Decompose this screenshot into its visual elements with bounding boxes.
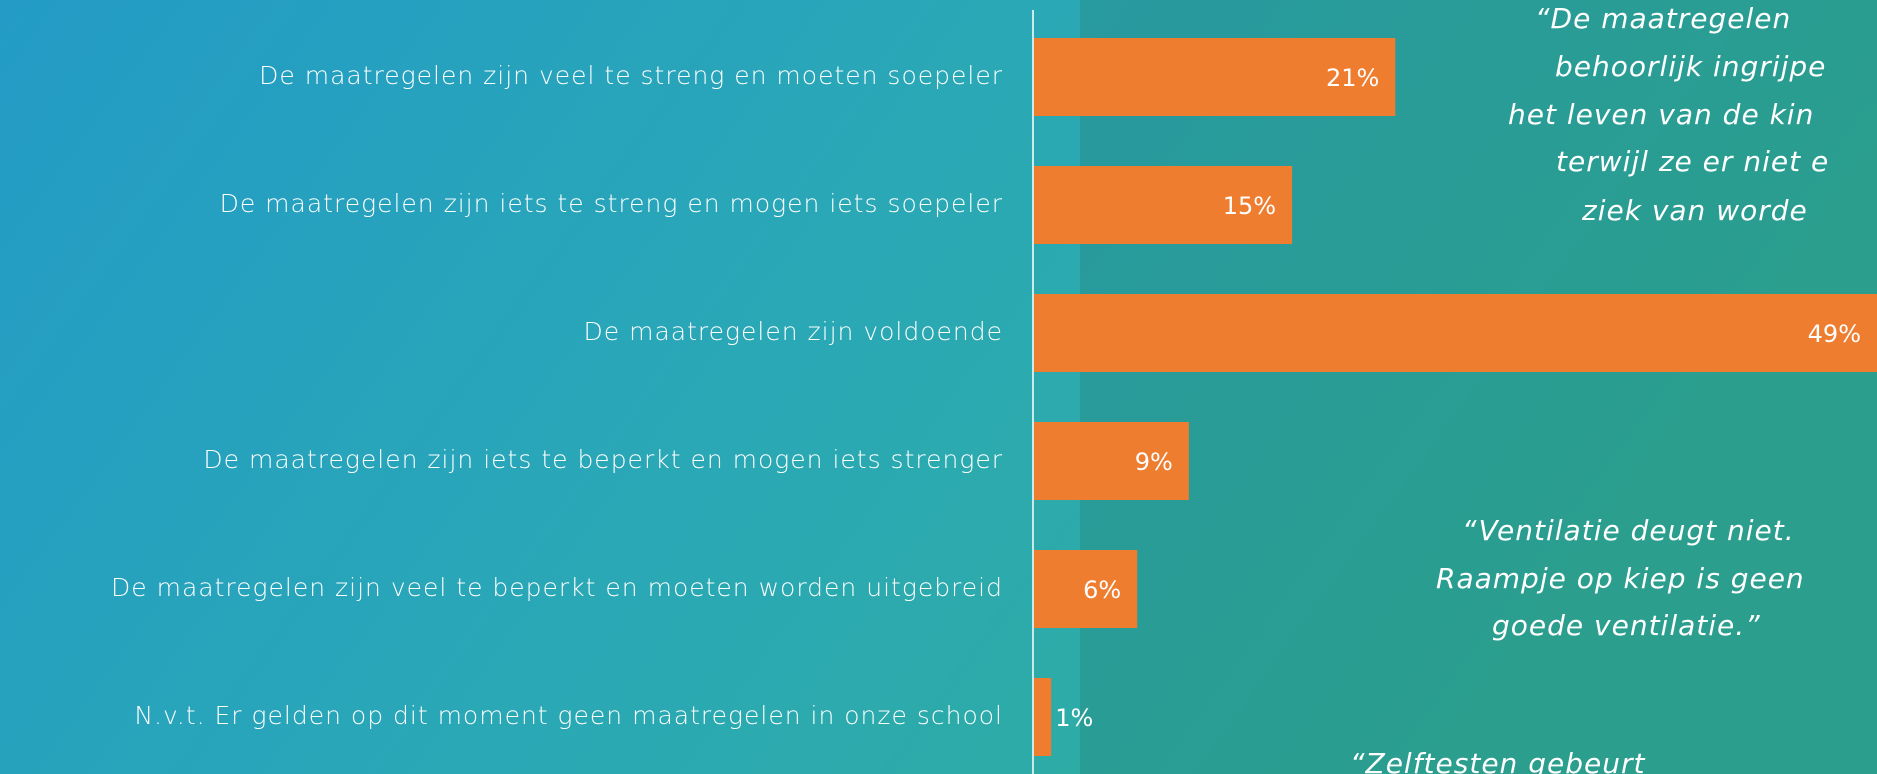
value-label: 1% xyxy=(1055,704,1093,732)
value-label: 49% xyxy=(1808,320,1861,348)
bar xyxy=(1034,294,1877,372)
quote-line: terwijl ze er niet e xyxy=(1556,145,1829,178)
category-label: De maatregelen zijn veel te beperkt en m… xyxy=(111,573,1003,602)
quote-line: het leven van de kin xyxy=(1508,98,1814,131)
quote-line: “De maatregelen xyxy=(1535,2,1791,35)
category-label: N.v.t. Er gelden op dit moment geen maat… xyxy=(134,701,1003,730)
category-label: De maatregelen zijn voldoende xyxy=(584,317,1003,346)
category-label: De maatregelen zijn veel te streng en mo… xyxy=(259,61,1003,90)
bar xyxy=(1034,678,1051,756)
quote-line: Raampje op kiep is geen xyxy=(1436,562,1805,595)
category-label: De maatregelen zijn iets te beperkt en m… xyxy=(203,445,1003,474)
quote-line: “Zelftesten gebeurt xyxy=(1350,747,1645,774)
value-label: 6% xyxy=(1083,576,1121,604)
chart: De maatregelen zijn veel te streng en mo… xyxy=(0,0,1877,774)
category-label: De maatregelen zijn iets te streng en mo… xyxy=(220,189,1003,218)
quote-line: goede ventilatie.” xyxy=(1492,609,1761,642)
quote-line: “Ventilatie deugt niet. xyxy=(1462,514,1795,547)
value-label: 9% xyxy=(1135,448,1173,476)
value-label: 21% xyxy=(1326,64,1379,92)
quote-line: behoorlijk ingrijpe xyxy=(1555,50,1826,83)
quote-line: ziek van worde xyxy=(1581,194,1808,227)
value-label: 15% xyxy=(1223,192,1276,220)
